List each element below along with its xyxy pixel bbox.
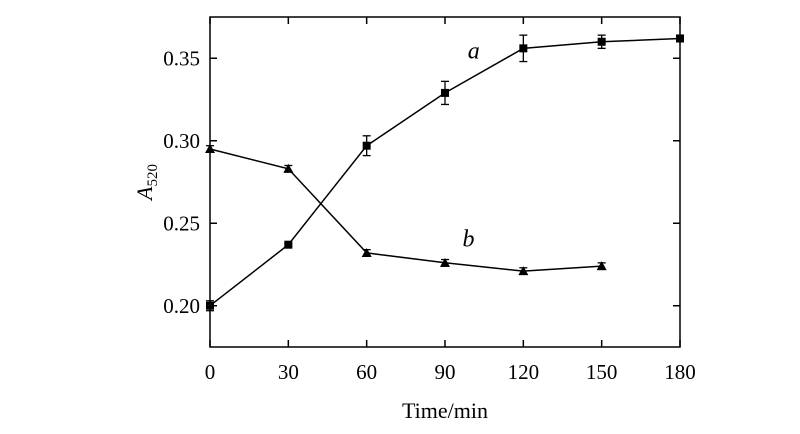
x-tick-label: 0 — [205, 360, 216, 384]
y-tick-label: 0.30 — [163, 129, 200, 153]
y-tick-label: 0.25 — [163, 211, 200, 235]
y-axis-title-main: A — [132, 186, 157, 202]
data-point-a — [441, 88, 449, 97]
y-axis-title-subscript: 520 — [145, 164, 161, 187]
series-line-b — [209, 148, 602, 272]
series-a: a — [206, 34, 684, 312]
data-point-b — [205, 144, 215, 153]
data-point-b — [518, 266, 529, 276]
series-label-a: a — [468, 38, 480, 64]
x-axis-title: Time/min — [402, 398, 488, 423]
y-tick-label: 0.20 — [163, 294, 200, 318]
data-point-a — [206, 301, 214, 310]
data-point-b — [440, 257, 450, 267]
series-b: b — [205, 144, 607, 276]
data-point-b — [283, 163, 294, 173]
x-tick-label: 90 — [435, 360, 456, 384]
series-layer: ab — [205, 34, 684, 312]
x-axis-ticks: 0 30 60 90 120 150 180 — [205, 17, 696, 384]
data-point-a — [676, 34, 684, 43]
x-tick-label: 30 — [278, 360, 299, 384]
x-tick-label: 120 — [508, 360, 540, 384]
series-label-b: b — [463, 226, 475, 252]
data-point-a — [284, 240, 293, 249]
y-axis-ticks: 0.20 0.25 0.30 0.35 — [163, 46, 680, 318]
data-point-b — [361, 247, 372, 257]
data-point-a — [362, 141, 371, 150]
plot-frame — [209, 16, 681, 348]
x-tick-label: 60 — [356, 360, 377, 384]
x-tick-label: 150 — [586, 360, 618, 384]
data-point-a — [519, 44, 528, 53]
data-point-b — [596, 261, 607, 271]
y-axis-title: A520 — [132, 164, 161, 202]
data-point-a — [597, 37, 606, 46]
x-tick-label: 180 — [664, 360, 696, 384]
y-tick-label: 0.35 — [163, 46, 200, 70]
